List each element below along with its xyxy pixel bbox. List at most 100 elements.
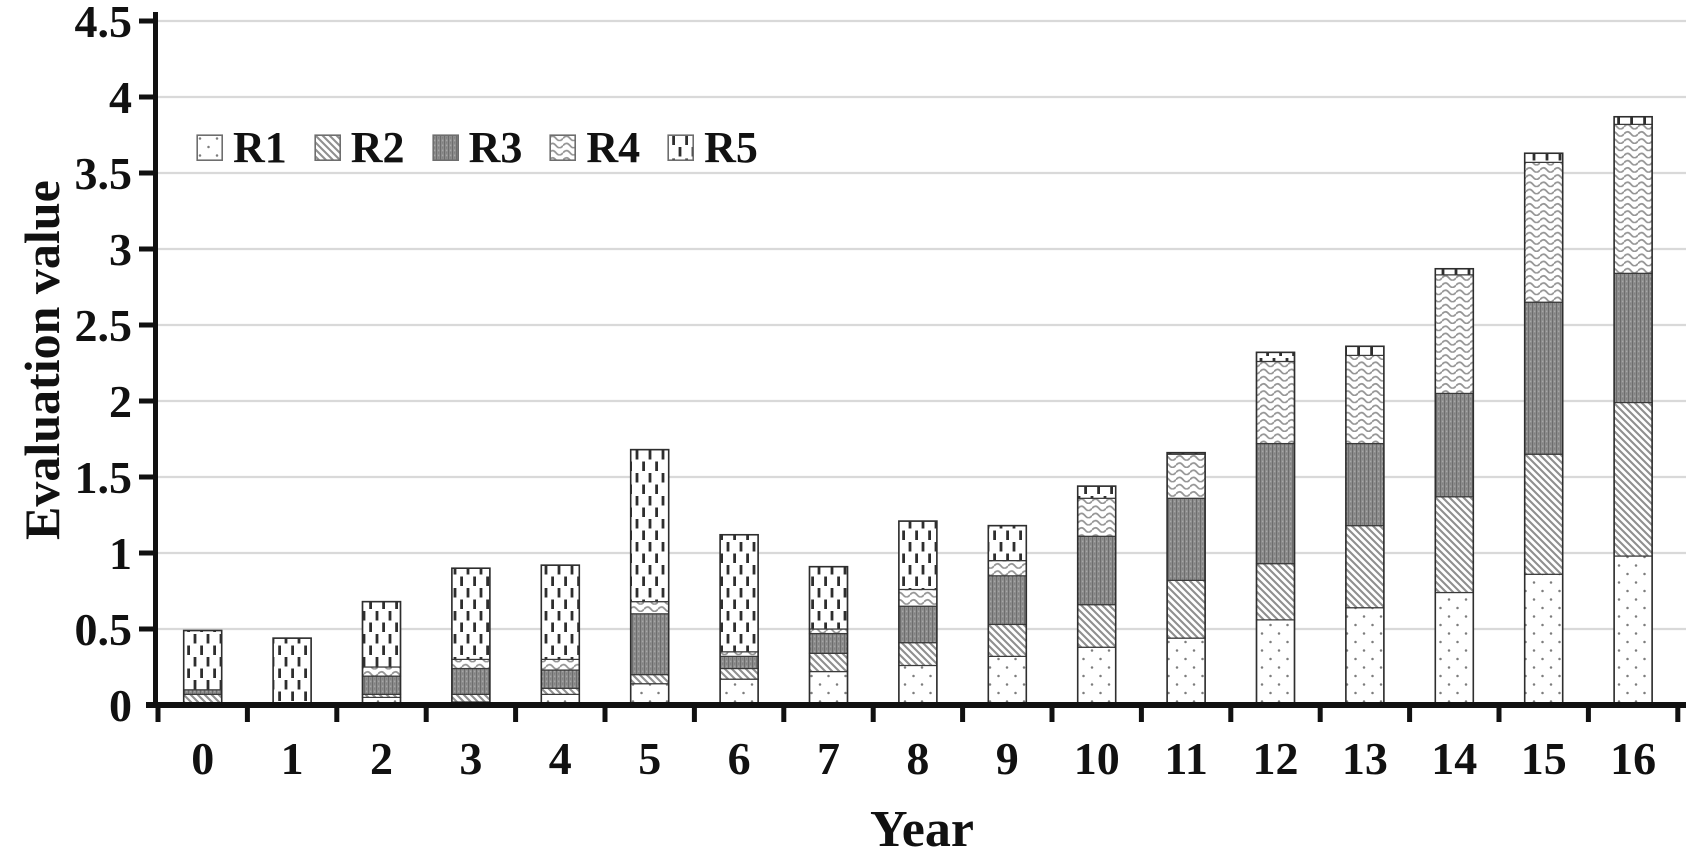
x-tick-mark [1228,705,1234,722]
bar-segment-R1-year-11 [1166,637,1206,706]
y-tick-label: 2 [109,376,132,427]
bar-segment-R3-year-12 [1255,442,1296,565]
x-tick-label: 12 [1253,733,1299,784]
bar-segment-R4-year-4 [540,658,580,671]
x-tick-mark [244,705,250,722]
legend-label: R3 [468,123,523,172]
bar-segment-R5-year-6 [719,534,759,653]
y-tick-label: 0.5 [75,604,133,655]
bar-segment-R4-year-3 [451,658,491,670]
x-tick-label: 0 [191,733,214,784]
y-tick-mark [139,170,153,176]
bar-segment-R3-year-15 [1524,301,1564,455]
bar-segment-R2-year-8 [898,642,938,667]
y-tick-label: 3.5 [75,148,133,199]
x-tick-mark [960,705,966,722]
bar-segment-R3-year-0 [183,689,223,695]
bar-segment-R3-year-3 [451,667,491,695]
legend-swatch-R2 [314,134,341,162]
y-tick-mark [139,322,153,328]
y-tick-mark [139,94,153,100]
gridlines [158,19,1686,631]
legend-label: R4 [586,123,641,172]
bar-segment-R5-year-7 [808,566,849,630]
bar-segment-R4-year-5 [630,601,670,615]
y-tick-mark [139,626,153,632]
x-tick-label: 1 [281,733,304,784]
bar-segment-R5-year-12 [1255,351,1296,363]
bar-segment-R4-year-10 [1077,497,1117,537]
legend-item-R3: R3 [431,123,523,172]
y-axis-line [153,12,158,708]
bar-segment-R3-year-7 [808,632,849,654]
bar-segment-R4-year-15 [1524,161,1564,303]
x-tick-mark [1407,705,1413,722]
bar-segment-R3-year-9 [987,575,1027,626]
bar-segment-R4-year-7 [808,628,849,635]
bar-segment-R4-year-13 [1345,354,1385,445]
tick-labels: 00.511.522.533.544.50 1 2 3 4 5 6 7 8 9 10 11 12 13 14… [75,0,1657,784]
legend-label: R2 [350,123,405,172]
x-tick-mark [155,705,161,722]
legend-swatch-R1 [196,134,224,162]
bar-segment-R1-year-7 [808,670,849,706]
x-tick-label: 13 [1342,733,1388,784]
bar-segment-R4-year-12 [1255,360,1296,445]
bar-segment-R5-year-2 [361,601,402,668]
x-tick-mark [691,705,697,722]
x-tick-mark [334,705,340,722]
bar-segment-R5-year-14 [1434,268,1474,276]
x-tick-mark [602,705,608,722]
bar-segment-R5-year-13 [1345,345,1385,356]
bar-segment-R2-year-7 [808,652,849,673]
bar-segment-R2-year-4 [540,687,580,695]
bar-segment-R5-year-4 [540,564,580,660]
x-axis-title: Year [870,801,974,852]
bar-segment-R5-year-1 [272,637,312,705]
x-tick-label: 4 [549,733,572,784]
x-tick-label: 3 [459,733,482,784]
legend-item-R2: R2 [314,126,405,170]
bar-segment-R2-year-14 [1434,496,1474,594]
bar-segment-R3-year-11 [1166,497,1206,581]
bar-segment-R2-year-5 [630,673,670,685]
legend-label: R5 [704,123,758,172]
legend-swatch-R5 [667,134,695,162]
x-tick-mark [1496,705,1502,722]
bar-segment-R5-year-8 [898,520,938,591]
x-axis-line [146,702,1686,708]
legend-item-R5: R5 [667,126,758,170]
x-tick-label: 14 [1431,733,1477,784]
y-axis-title: Evaluation value [14,180,70,540]
bar-segment-R2-year-9 [987,623,1027,657]
bar-segment-R3-year-13 [1345,442,1385,527]
y-tick-label: 0 [109,680,132,731]
bar-segment-R4-year-16 [1613,123,1653,274]
bar-segment-R5-year-5 [630,449,670,603]
x-tick-mark [781,705,787,722]
bar-segment-R1-year-8 [898,664,938,706]
x-tick-label: 10 [1074,733,1120,784]
bar-segment-R1-year-16 [1613,555,1653,706]
bar-segment-R1-year-12 [1255,619,1296,706]
legend-item-R1: R1 [196,126,287,170]
y-tick-mark [139,550,153,556]
x-tick-mark [870,705,876,722]
bar-segment-R2-year-15 [1524,453,1564,575]
y-tick-label: 4 [109,72,132,123]
bar-segment-R5-year-15 [1524,152,1564,163]
bars [182,115,1653,706]
bar-segment-R5-year-16 [1613,116,1653,125]
bar-segment-R1-year-15 [1524,573,1564,706]
bar-segment-R4-year-9 [987,559,1027,577]
bar-segment-R3-year-2 [361,675,402,695]
bar-segment-R4-year-6 [719,651,759,657]
bar-segment-R2-year-13 [1345,525,1385,609]
x-tick-label: 7 [817,733,840,784]
bar-segment-R1-year-14 [1434,591,1474,706]
bar-segment-R2-year-16 [1613,401,1653,557]
bar-segment-R2-year-6 [719,667,759,680]
x-tick-label: 5 [638,733,661,784]
